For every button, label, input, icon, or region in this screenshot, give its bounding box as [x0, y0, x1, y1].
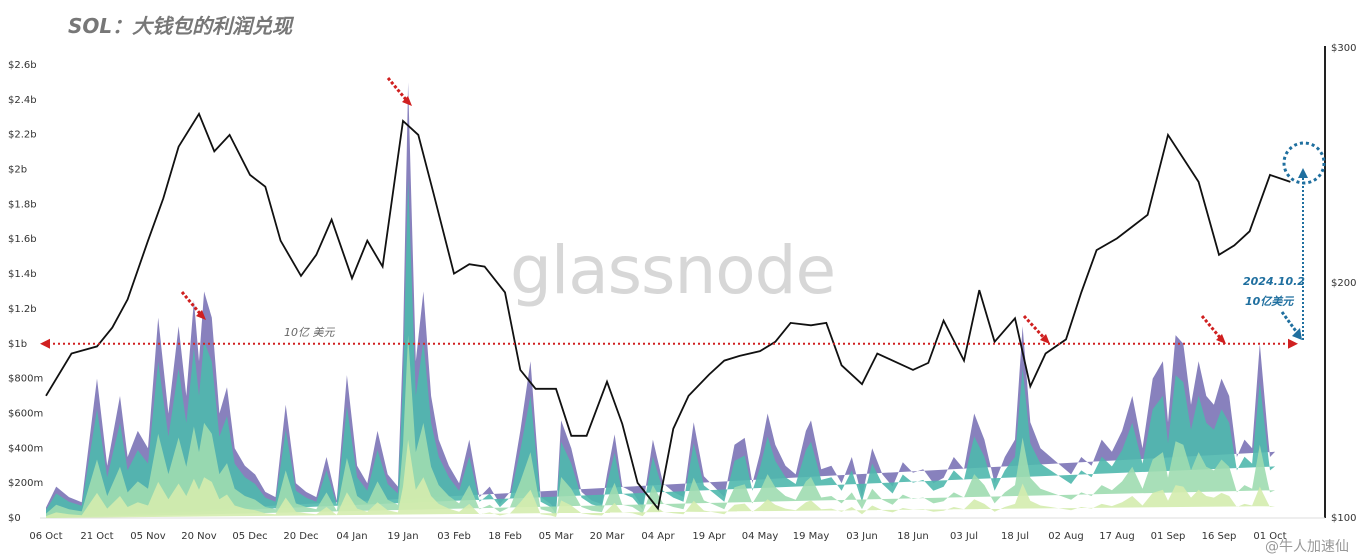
y-right-tick-label: $100: [1331, 513, 1356, 524]
watermark-logo: glassnode: [510, 232, 836, 309]
blue-dotted-circle: [1282, 141, 1326, 185]
x-tick-label: 01 Sep: [1151, 531, 1186, 542]
x-tick-label: 03 Jul: [950, 531, 978, 542]
x-tick-label: 18 Feb: [488, 531, 522, 542]
x-tick-label: 04 Apr: [641, 531, 675, 542]
peak-arrowhead-1: [196, 310, 206, 320]
x-tick-label: 17 Aug: [1099, 531, 1134, 542]
x-tick-label: 20 Mar: [590, 531, 626, 542]
price-line: [45, 111, 1291, 511]
x-tick-label: 04 Jan: [336, 531, 367, 542]
area-series-3: [46, 439, 1276, 518]
y-left-tick-label: $400m: [8, 443, 43, 454]
x-tick-label: 16 Sep: [1202, 531, 1237, 542]
y-left-tick-label: $800m: [8, 374, 43, 385]
x-tick-label: 01 Oct: [1253, 531, 1286, 542]
reference-arrow-right: [1288, 338, 1298, 349]
y-left-tick-label: $2.2b: [8, 130, 37, 141]
peak-arrow-3: [1200, 315, 1224, 341]
area-series-1: [46, 178, 1276, 519]
x-tick-label: 21 Oct: [80, 531, 113, 542]
reference-line-label: 10亿 美元: [284, 326, 335, 339]
y-left-tick-label: $1b: [8, 339, 27, 350]
x-tick-label: 20 Nov: [181, 531, 217, 542]
y-left-tick-label: $1.2b: [8, 304, 37, 315]
peak-arrow-1: [180, 291, 204, 317]
x-tick-label: 20 Dec: [283, 531, 318, 542]
y-left-tick-label: $2b: [8, 165, 27, 176]
reference-arrow-left: [40, 338, 50, 349]
annotation-date: 2024.10.2: [1243, 275, 1305, 288]
x-tick-label: 03 Feb: [437, 531, 471, 542]
y-right-tick-label: $200: [1331, 278, 1356, 289]
peak-arrow-0: [386, 77, 410, 103]
x-tick-label: 19 Jan: [387, 531, 418, 542]
x-tick-label: 06 Oct: [29, 531, 62, 542]
y-left-tick-label: $600m: [8, 408, 43, 419]
blue-arrowhead-up: [1298, 168, 1308, 178]
x-tick-label: 18 Jul: [1001, 531, 1029, 542]
peak-arrowhead-2: [1040, 334, 1050, 344]
y-left-tick-label: $2.6b: [8, 60, 37, 71]
x-tick-label: 03 Jun: [846, 531, 878, 542]
peak-arrowhead-0: [402, 96, 412, 106]
annotation-value: 10亿美元: [1245, 295, 1294, 308]
x-tick-label: 19 Apr: [692, 531, 726, 542]
blue-arrowhead-diag: [1292, 328, 1302, 340]
y-left-tick-label: $0: [8, 513, 21, 524]
blue-arrow-diag: [1280, 311, 1300, 335]
x-tick-label: 19 May: [793, 531, 830, 542]
y-left-tick-label: $1.8b: [8, 199, 37, 210]
y-right-tick-label: $300: [1331, 43, 1356, 54]
corner-watermark: @牛人加速仙: [1265, 539, 1349, 555]
peak-arrow-2: [1022, 314, 1048, 342]
x-tick-label: 02 Aug: [1048, 531, 1083, 542]
x-tick-label: 05 Dec: [232, 531, 267, 542]
y-left-tick-label: $1.6b: [8, 234, 37, 245]
x-tick-label: 05 Mar: [539, 531, 575, 542]
x-tick-label: 05 Nov: [130, 531, 166, 542]
x-tick-label: 04 May: [742, 531, 779, 542]
x-tick-label: 18 Jun: [897, 531, 929, 542]
y-left-tick-label: $1.4b: [8, 269, 37, 280]
chart-title: SOL：大钱包的利润兑现: [68, 14, 293, 38]
y-left-tick-label: $2.4b: [8, 95, 37, 106]
peak-arrowhead-3: [1216, 334, 1226, 344]
y-left-tick-label: $200m: [8, 478, 43, 489]
